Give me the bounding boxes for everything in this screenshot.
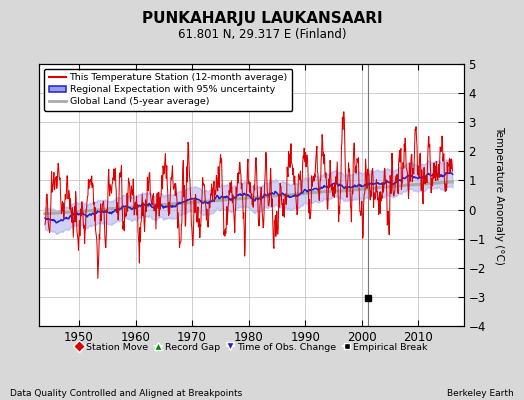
Regional Expectation with 95% uncertainty	[138, 203, 145, 208]
Global Land (5-year average)	[449, 180, 455, 184]
Global Land (5-year average)	[57, 210, 63, 215]
Regional Expectation with 95% uncertainty	[42, 216, 48, 221]
Regional Expectation with 95% uncertainty	[449, 172, 455, 177]
Legend: This Temperature Station (12-month average), Regional Expectation with 95% uncer: This Temperature Station (12-month avera…	[44, 69, 292, 111]
This Temperature Station (12-month average)	[341, 109, 347, 114]
Global Land (5-year average)	[272, 193, 279, 198]
Global Land (5-year average)	[212, 198, 218, 203]
This Temperature Station (12-month average)	[95, 276, 101, 281]
Regional Expectation with 95% uncertainty	[191, 196, 197, 201]
Global Land (5-year average)	[190, 200, 196, 205]
This Temperature Station (12-month average)	[212, 192, 219, 197]
This Temperature Station (12-month average)	[273, 228, 279, 233]
Regional Expectation with 95% uncertainty	[57, 218, 63, 223]
Text: Berkeley Earth: Berkeley Earth	[447, 389, 514, 398]
Regional Expectation with 95% uncertainty	[53, 220, 60, 225]
Global Land (5-year average)	[371, 186, 377, 190]
Text: PUNKAHARJU LAUKANSAARI: PUNKAHARJU LAUKANSAARI	[141, 11, 383, 26]
Legend: Station Move, Record Gap, Time of Obs. Change, Empirical Break: Station Move, Record Gap, Time of Obs. C…	[72, 339, 431, 355]
Line: Regional Expectation with 95% uncertainty: Regional Expectation with 95% uncertaint…	[45, 173, 452, 223]
Regional Expectation with 95% uncertainty	[273, 190, 279, 195]
This Temperature Station (12-month average)	[138, 218, 145, 223]
Global Land (5-year average)	[138, 204, 144, 208]
This Temperature Station (12-month average)	[42, 222, 48, 227]
Line: This Temperature Station (12-month average): This Temperature Station (12-month avera…	[45, 112, 452, 278]
This Temperature Station (12-month average)	[57, 177, 63, 182]
This Temperature Station (12-month average)	[372, 197, 378, 202]
Regional Expectation with 95% uncertainty	[372, 182, 378, 186]
Text: Data Quality Controlled and Aligned at Breakpoints: Data Quality Controlled and Aligned at B…	[10, 389, 243, 398]
This Temperature Station (12-month average)	[191, 220, 197, 225]
This Temperature Station (12-month average)	[449, 168, 455, 173]
Global Land (5-year average)	[42, 211, 48, 216]
Regional Expectation with 95% uncertainty	[443, 170, 450, 175]
Regional Expectation with 95% uncertainty	[212, 196, 219, 201]
Line: Global Land (5-year average): Global Land (5-year average)	[45, 182, 452, 214]
Text: 61.801 N, 29.317 E (Finland): 61.801 N, 29.317 E (Finland)	[178, 28, 346, 41]
Y-axis label: Temperature Anomaly (°C): Temperature Anomaly (°C)	[494, 126, 504, 264]
